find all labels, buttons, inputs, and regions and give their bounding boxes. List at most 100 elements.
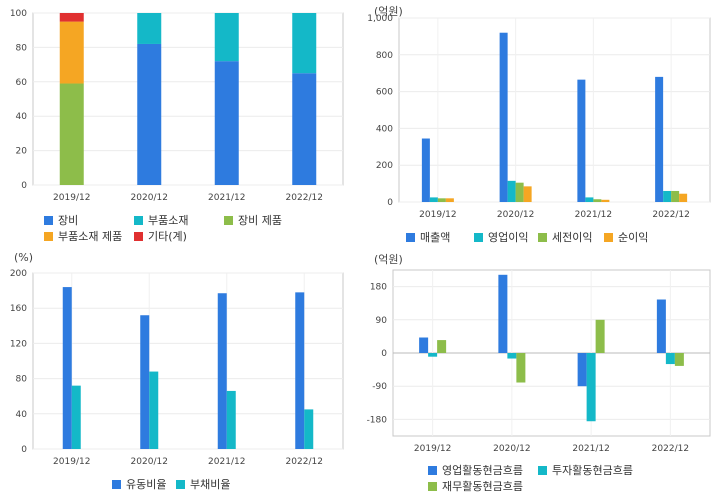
legend-item-debt-ratio[interactable]: 부채비율 [176,476,230,492]
ratio-legend: 유동비율 부채비율 [0,248,360,496]
y-tick-label: 120 [10,339,27,349]
ratio-chart-panel: (%) 0 40 80 120 160 200 2019/12 2020/12 2021/12 2… [0,248,360,496]
legend-swatch [428,481,437,491]
bar [586,353,596,422]
unit-label: (억원) [374,253,403,266]
y-tick-label: 180 [370,283,387,293]
x-tick-label: 2021/12 [208,193,245,203]
x-tick-label: 2020/12 [497,210,534,220]
legend-swatch [224,215,233,225]
bar [437,340,447,353]
x-tick-label: 2022/12 [286,457,323,467]
bar [507,180,516,202]
legend-swatch [538,465,547,475]
legend-label: 부품소재 [148,214,189,227]
legend-item-current-ratio[interactable]: 유동비율 [112,476,166,492]
x-tick-label: 2022/12 [652,210,689,220]
bar [523,186,532,202]
x-tick-label: 2020/12 [493,444,530,454]
unit-label: (억원) [374,5,403,18]
legend-swatch [134,215,143,225]
y-tick-label: 200 [10,269,27,279]
x-tick-label: 2019/12 [53,457,90,467]
legend-item-operating-cf[interactable]: 영업활동현금흐름 [428,462,523,478]
y-tick-label: 0 [387,198,393,208]
x-tick-label: 2020/12 [131,193,168,203]
bar [515,182,524,202]
legend-label: 순이익 [618,231,649,244]
bar [595,319,605,353]
legend-label: 기타(계) [148,230,187,243]
legend-label: 유동비율 [126,478,167,491]
legend-label: 투자활동현금흐름 [552,464,633,477]
y-tick-label: 80 [16,43,28,53]
plot-area [32,12,344,186]
bar [217,293,227,449]
legend-item-pretax-profit[interactable]: 세전이익 [538,229,592,245]
y-tick-label: 20 [16,147,28,157]
bar [149,371,159,449]
x-tick-label: 2019/12 [53,193,90,203]
legend-item-equipment[interactable]: 장비 [44,212,78,228]
legend-swatch [112,479,121,489]
legend-swatch [134,231,143,241]
cashflow-chart-panel: (억원) -180 -90 0 90 180 2019/12 2020/12 2021/12 2… [360,248,720,496]
legend-label: 장비 [58,214,79,227]
bar [585,197,594,202]
product-mix-chart: 0 20 40 60 80 100 2019/12 2020/12 2021/12 2022/12 [10,9,344,203]
product-mix-legend: 장비 부품소재 장비 제품 부품소재 제품 기타(계) [0,0,360,248]
legend-item-parts-material[interactable]: 부품소재 [134,212,188,228]
x-tick-label: 2021/12 [208,457,245,467]
income-chart-panel: (억원) 0 200 400 600 800 1,000 2019/12 2020/12 202… [360,0,720,248]
bar [429,197,438,202]
bar [674,353,684,366]
bar [577,353,587,387]
legend-swatch [44,215,53,225]
y-tick-label: 40 [16,410,28,420]
income-legend: 매출액 영업이익 세전이익 순이익 [360,0,720,248]
y-tick-label: 0 [21,181,27,191]
y-tick-label: 600 [376,88,393,98]
bar [71,385,81,449]
legend-label: 재무활동현금흐름 [442,480,523,493]
unit-label: (%) [14,251,34,264]
x-tick-label: 2019/12 [419,210,456,220]
bar [421,138,430,202]
bar [445,198,454,202]
legend-item-other[interactable]: 기타(계) [134,228,187,244]
bar [140,315,150,449]
legend-item-investing-cf[interactable]: 투자활동현금흐름 [538,462,633,478]
bar [295,292,305,449]
legend-swatch [406,232,415,242]
x-tick-label: 2021/12 [572,444,609,454]
x-tick-label: 2022/12 [286,193,323,203]
legend-swatch [474,232,483,242]
income-chart: 0 200 400 600 800 1,000 2019/12 2020/12 2021/12 2… [367,14,711,220]
legend-item-revenue[interactable]: 매출액 [406,229,450,245]
bar [499,32,508,202]
legend-swatch [176,479,185,489]
legend-item-equipment-product[interactable]: 장비 제품 [224,212,282,228]
y-tick-label: 40 [16,112,28,122]
bar [665,353,675,365]
legend-item-financing-cf[interactable]: 재무활동현금흐름 [428,478,523,494]
legend-item-parts-material-product[interactable]: 부품소재 제품 [44,228,122,244]
legend-label: 부품소재 제품 [58,230,123,243]
y-tick-label: 90 [376,316,388,326]
y-tick-label: 100 [10,9,27,19]
legend-label: 영업활동현금흐름 [442,464,523,477]
legend-item-net-profit[interactable]: 순이익 [604,229,648,245]
bar [679,193,688,202]
y-tick-label: 1,000 [367,14,393,24]
legend-swatch [538,232,547,242]
legend-label: 부채비율 [190,478,231,491]
bar [507,353,517,359]
legend-label: 장비 제품 [238,214,282,227]
y-tick-label: 0 [381,349,387,359]
legend-swatch [604,232,613,242]
legend-item-operating-profit[interactable]: 영업이익 [474,229,528,245]
y-tick-label: 160 [10,304,27,314]
bar [437,198,446,202]
bar [656,299,666,353]
bar [671,190,680,202]
